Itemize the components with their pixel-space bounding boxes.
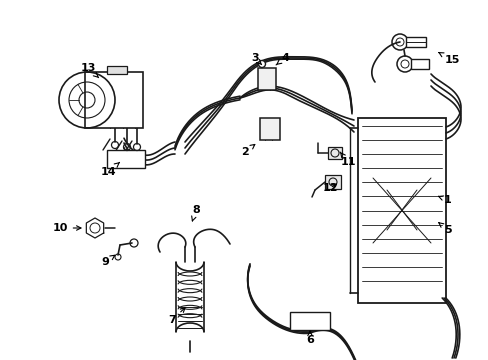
Bar — [410, 59, 428, 69]
Bar — [107, 150, 145, 168]
Text: 2: 2 — [241, 144, 254, 157]
Text: 14: 14 — [100, 162, 119, 177]
Text: 5: 5 — [438, 223, 451, 235]
Text: 13: 13 — [80, 63, 99, 78]
Text: 1: 1 — [438, 195, 451, 205]
Text: 10: 10 — [52, 223, 81, 233]
Bar — [258, 68, 275, 90]
Text: 3: 3 — [251, 53, 261, 65]
Text: 4: 4 — [276, 53, 288, 65]
Bar — [357, 118, 445, 303]
Circle shape — [258, 60, 265, 68]
Bar — [107, 66, 127, 74]
Text: 11: 11 — [339, 152, 355, 167]
Bar — [289, 312, 329, 330]
Text: 9: 9 — [101, 255, 115, 267]
Text: 6: 6 — [305, 331, 313, 345]
Bar — [260, 118, 280, 140]
Bar — [85, 72, 142, 128]
Text: 15: 15 — [438, 53, 459, 65]
Text: 8: 8 — [191, 205, 200, 221]
Text: 7: 7 — [168, 308, 184, 325]
Bar — [405, 37, 425, 47]
Bar — [327, 147, 341, 159]
Bar — [325, 175, 340, 189]
Text: 12: 12 — [322, 183, 337, 193]
